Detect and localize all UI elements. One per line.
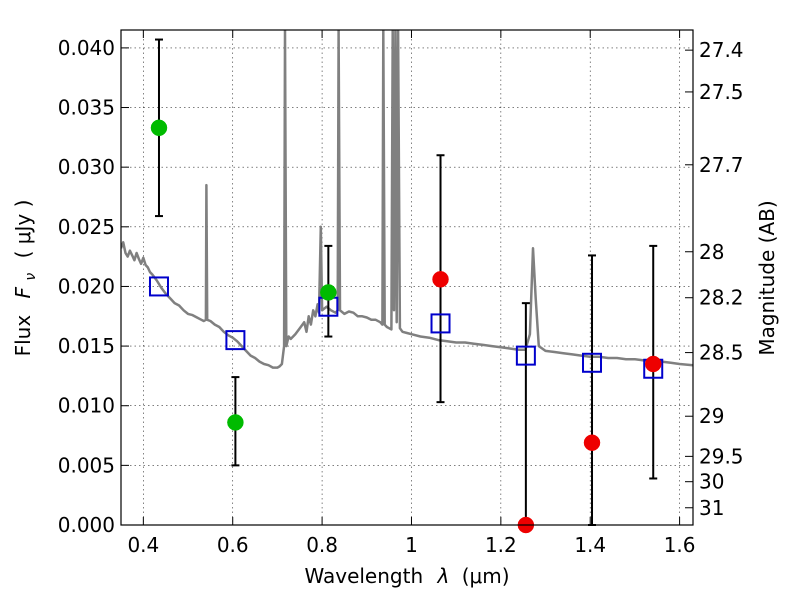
x-axis-title: Wavelength λ (μm) xyxy=(304,564,509,588)
y-tick-label: 0.020 xyxy=(58,274,115,298)
y-tick-label: 0.015 xyxy=(58,334,115,358)
grid xyxy=(121,30,693,526)
model-photometry-square xyxy=(225,330,246,351)
magnitude-axis-title: Magnitude (AB) xyxy=(755,200,779,355)
y-tick-label: 0.025 xyxy=(58,215,115,239)
magnitude-tick-label: 28 xyxy=(699,240,724,264)
magnitude-tick-label: 27.4 xyxy=(699,38,744,62)
x-tick-label: 1.4 xyxy=(574,533,606,557)
y-tick-label: 0.005 xyxy=(58,453,115,477)
observed-points xyxy=(150,119,662,534)
x-axis-title-symbol: λ xyxy=(437,564,450,588)
x-tick-label: 1.2 xyxy=(485,533,517,557)
model-photometry-square xyxy=(430,313,451,334)
magnitude-tick-label: 27.7 xyxy=(699,153,744,177)
x-tick-label: 1 xyxy=(405,533,418,557)
magnitude-tick-label: 29 xyxy=(699,404,724,428)
x-axis-ticks: 0.4 0.6 0.8 1 1.2 1.4 1.6 xyxy=(127,30,696,557)
magnitude-tick-label: 29.5 xyxy=(699,444,744,468)
x-tick-label: 1.6 xyxy=(664,533,696,557)
y-tick-label: 0.000 xyxy=(58,513,115,537)
y-tick-label: 0.030 xyxy=(58,155,115,179)
y-axis-title-symbol: F xyxy=(11,286,35,298)
x-axis-title-text: Wavelength xyxy=(304,564,423,588)
data-point xyxy=(583,434,601,451)
data-point xyxy=(644,355,662,373)
model-spectrum-line xyxy=(121,30,693,369)
x-axis-title-unit: (μm) xyxy=(462,564,510,588)
data-point xyxy=(432,271,449,288)
magnitude-tick-label: 28.2 xyxy=(699,286,744,310)
model-photometry-square xyxy=(582,352,603,373)
model-photometry-square xyxy=(515,345,536,366)
y-axis-title-text: Flux xyxy=(11,315,35,357)
y-axis-title: Flux F ν ( μJy ) xyxy=(11,200,40,357)
y-axis-title-sub: ν xyxy=(23,273,39,281)
y-tick-label: 0.035 xyxy=(58,96,115,120)
plot-frame xyxy=(120,29,694,526)
magnitude-tick-label: 30 xyxy=(699,470,724,494)
model-photometry-square xyxy=(148,276,169,297)
x-tick-label: 0.8 xyxy=(306,533,338,557)
model-photometry-markers xyxy=(148,276,664,379)
x-tick-label: 0.4 xyxy=(127,533,159,557)
magnitude-tick-label: 27.5 xyxy=(699,80,744,104)
x-tick-label: 0.6 xyxy=(217,533,249,557)
y-tick-label: 0.010 xyxy=(58,394,115,418)
magnitude-tick-label: 28.5 xyxy=(699,341,744,365)
y-axis-ticks: 0.000 0.005 0.010 0.015 0.020 0.025 0.030 0.035… xyxy=(58,36,129,537)
y-axis-title-unit: ( μJy ) xyxy=(11,200,35,259)
magnitude-tick-label: 31 xyxy=(699,496,724,520)
y-tick-label: 0.040 xyxy=(58,36,115,60)
data-point xyxy=(150,119,168,137)
data-point xyxy=(227,414,244,431)
data-point xyxy=(320,284,337,301)
